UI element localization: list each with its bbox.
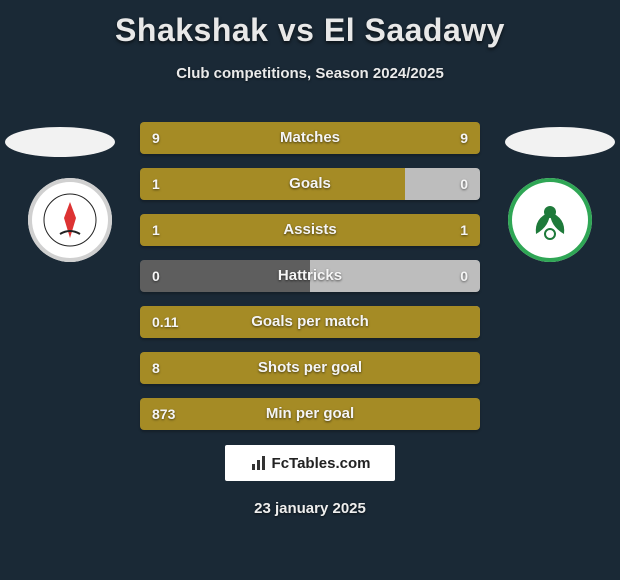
bar-left-fill — [140, 214, 310, 246]
stats-rows: Matches99 Goals10 Assists11 Hattricks00 Goal… — [140, 122, 480, 444]
brand-chart-icon — [250, 454, 268, 472]
player-left-badge — [28, 178, 112, 262]
stat-row: Min per goal873 — [140, 398, 480, 430]
bar-left-empty — [140, 306, 480, 338]
brand-badge: FcTables.com — [225, 445, 395, 481]
player-right-badge — [508, 178, 592, 262]
stat-row: Goals per match0.11 — [140, 306, 480, 338]
bar-left-fill — [140, 122, 310, 154]
subtitle: Club competitions, Season 2024/2025 — [0, 65, 620, 82]
bar-right-empty — [310, 260, 480, 292]
date-text: 23 january 2025 — [0, 500, 620, 517]
club-left-icon — [40, 190, 100, 250]
stat-row: Shots per goal8 — [140, 352, 480, 384]
player-right-ellipse — [505, 127, 615, 157]
bar-left-empty — [140, 352, 480, 384]
club-right-icon — [520, 190, 580, 250]
bar-left-fill — [140, 168, 405, 200]
stat-row: Hattricks00 — [140, 260, 480, 292]
bar-right-fill — [310, 214, 480, 246]
stat-row: Matches99 — [140, 122, 480, 154]
bar-left-empty — [140, 398, 480, 430]
brand-text: FcTables.com — [272, 455, 371, 472]
stat-row: Assists11 — [140, 214, 480, 246]
bar-left-empty — [140, 260, 310, 292]
bar-right-fill — [310, 122, 480, 154]
player-left-ellipse — [5, 127, 115, 157]
stat-row: Goals10 — [140, 168, 480, 200]
bar-right-empty — [405, 168, 480, 200]
page-title: Shakshak vs El Saadawy — [0, 0, 620, 49]
